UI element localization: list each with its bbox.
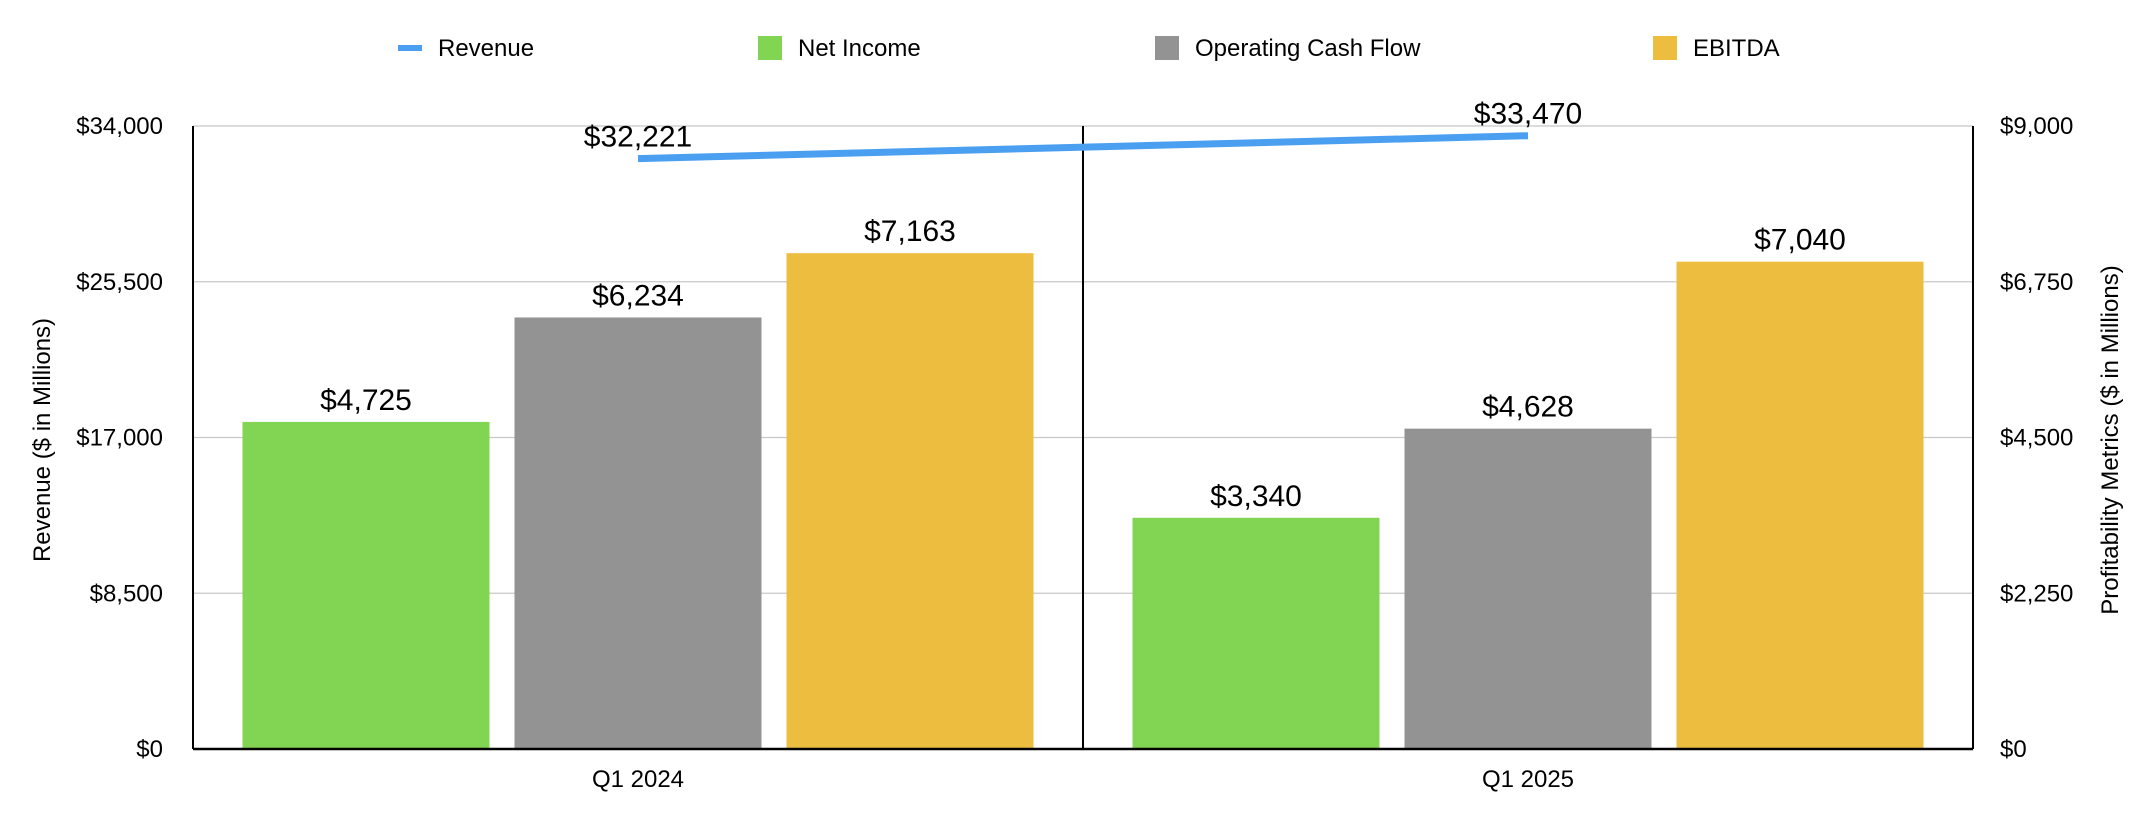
operating-cash-flow-bar bbox=[514, 317, 762, 749]
bars bbox=[242, 253, 1924, 749]
ebitda-bar bbox=[1676, 261, 1924, 749]
revenue-legend-swatch bbox=[398, 45, 422, 51]
revenue-data-label: $32,221 bbox=[584, 121, 692, 154]
y-left-tick-label: $0 bbox=[136, 736, 163, 763]
net-income-legend-label: Net Income bbox=[798, 35, 921, 62]
y-axis-right-title: Profitability Metrics ($ in Millions) bbox=[2097, 265, 2124, 614]
y-left-tick-label: $34,000 bbox=[76, 113, 163, 140]
y-axis-left-title: Revenue ($ in Millions) bbox=[29, 318, 56, 562]
ebitda-legend-label: EBITDA bbox=[1693, 35, 1780, 62]
operating-cash-flow-legend-label: Operating Cash Flow bbox=[1195, 35, 1421, 62]
operating-cash-flow-legend-swatch bbox=[1155, 36, 1179, 60]
legend: Revenue Net Income Operating Cash Flow EBIT… bbox=[398, 35, 1780, 62]
y-left-tick-label: $8,500 bbox=[90, 580, 163, 607]
x-tick-label: Q1 2024 bbox=[592, 766, 684, 793]
ebitda-legend-swatch bbox=[1653, 36, 1677, 60]
net-income-data-label: $4,725 bbox=[320, 384, 412, 417]
net-income-bar bbox=[242, 421, 490, 749]
axes: $0 $8,500 $17,000 $25,500 $34,000 $0 $2,250 $4,… bbox=[76, 113, 2073, 793]
net-income-bar bbox=[1132, 517, 1380, 749]
y-left-tick-label: $25,500 bbox=[76, 269, 163, 296]
y-right-tick-label: $2,250 bbox=[2000, 580, 2073, 607]
net-income-data-label: $3,340 bbox=[1210, 480, 1302, 513]
operating-cash-flow-data-label: $6,234 bbox=[592, 279, 684, 312]
ebitda-data-label: $7,040 bbox=[1754, 224, 1846, 257]
x-tick-label: Q1 2025 bbox=[1482, 766, 1574, 793]
y-left-tick-label: $17,000 bbox=[76, 425, 163, 452]
y-right-tick-label: $9,000 bbox=[2000, 113, 2073, 140]
data-labels: $4,725 $6,234 $7,163 $3,340 $4,628 $7,040 $32,… bbox=[320, 98, 1846, 513]
net-income-legend-swatch bbox=[758, 36, 782, 60]
ebitda-bar bbox=[786, 253, 1034, 749]
ebitda-data-label: $7,163 bbox=[864, 215, 956, 248]
operating-cash-flow-bar bbox=[1404, 428, 1652, 749]
revenue-legend-label: Revenue bbox=[438, 35, 534, 62]
y-right-tick-label: $4,500 bbox=[2000, 425, 2073, 452]
revenue-data-label: $33,470 bbox=[1474, 98, 1582, 131]
revenue-line bbox=[637, 132, 1529, 163]
operating-cash-flow-data-label: $4,628 bbox=[1482, 391, 1574, 424]
y-right-tick-label: $0 bbox=[2000, 736, 2027, 763]
revenue-line-layer bbox=[637, 132, 1529, 163]
y-right-tick-label: $6,750 bbox=[2000, 269, 2073, 296]
